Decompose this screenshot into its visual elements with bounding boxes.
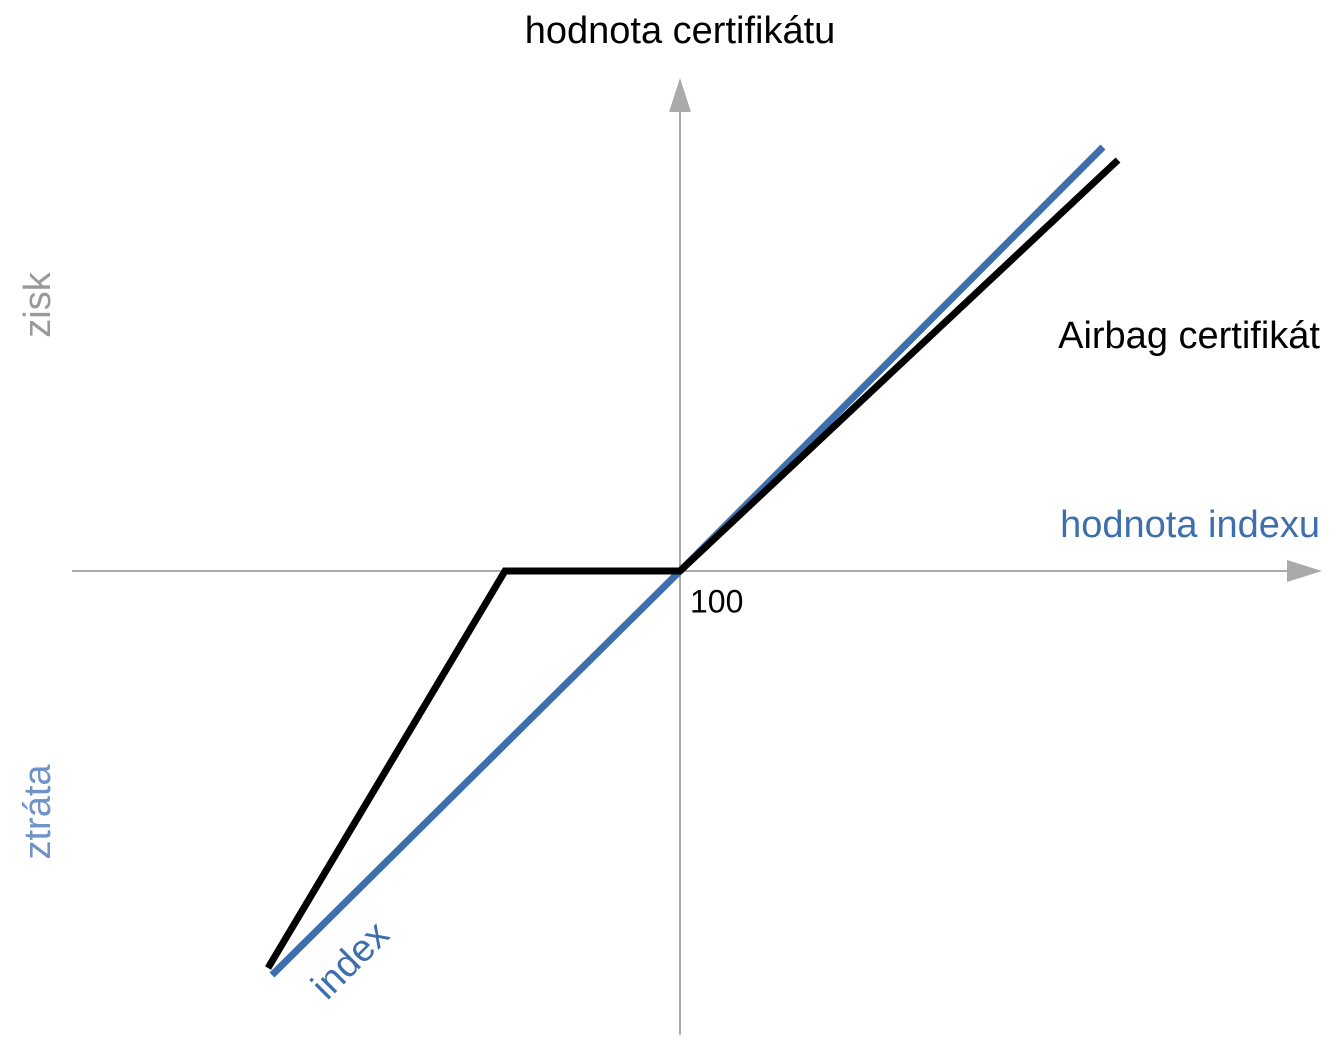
y-axis-arrow	[669, 78, 691, 112]
certificate-label: Airbag certifikát	[1058, 315, 1320, 357]
gain-label: zisk	[17, 271, 59, 337]
y-axis-title: hodnota certifikátu	[525, 10, 836, 52]
x-axis-title: hodnota indexu	[1060, 504, 1320, 546]
loss-label: ztráta	[17, 764, 59, 860]
x-axis-arrow	[1287, 560, 1322, 582]
strike-label: 100	[690, 583, 743, 619]
certificate-line	[264, 157, 1121, 970]
